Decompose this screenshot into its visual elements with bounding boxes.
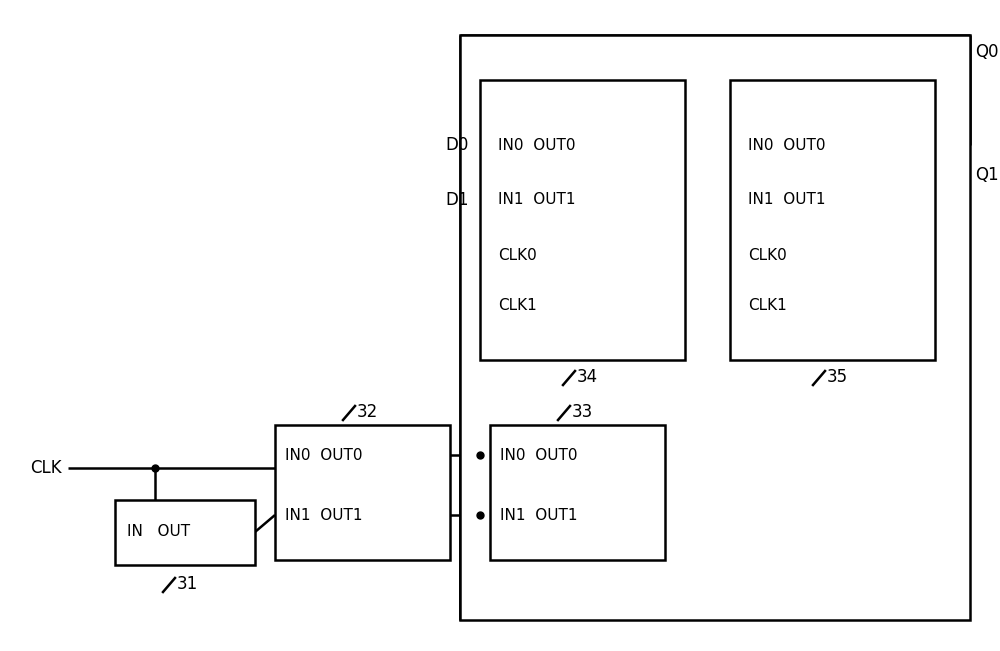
Text: D0: D0 [445, 136, 468, 154]
Text: 33: 33 [572, 403, 593, 421]
Text: CLK: CLK [30, 459, 62, 477]
Text: IN1  OUT1: IN1 OUT1 [748, 193, 826, 208]
Bar [480, 80, 685, 360]
Text: 35: 35 [827, 368, 848, 386]
Text: CLK0: CLK0 [748, 247, 787, 262]
Text: IN1  OUT1: IN1 OUT1 [285, 508, 362, 523]
Text: IN1  OUT1: IN1 OUT1 [500, 508, 578, 523]
Text: IN   OUT: IN OUT [127, 525, 190, 540]
Bar [115, 500, 255, 565]
Text: IN1  OUT1: IN1 OUT1 [498, 193, 576, 208]
Text: IN0  OUT0: IN0 OUT0 [498, 137, 576, 152]
Text: 31: 31 [177, 575, 198, 593]
Text: Q0: Q0 [975, 43, 998, 61]
Bar [730, 80, 935, 360]
Text: CLK1: CLK1 [498, 298, 537, 312]
Bar [490, 425, 665, 560]
Text: IN0  OUT0: IN0 OUT0 [748, 137, 826, 152]
Text: 32: 32 [357, 403, 378, 421]
Text: 34: 34 [577, 368, 598, 386]
Bar [275, 425, 450, 560]
Text: CLK1: CLK1 [748, 298, 787, 312]
Text: Q1: Q1 [975, 166, 999, 184]
Text: D1: D1 [445, 191, 468, 209]
Text: IN0  OUT0: IN0 OUT0 [285, 447, 362, 462]
Bar [460, 35, 970, 620]
Text: IN0  OUT0: IN0 OUT0 [500, 447, 578, 462]
Text: CLK0: CLK0 [498, 247, 537, 262]
